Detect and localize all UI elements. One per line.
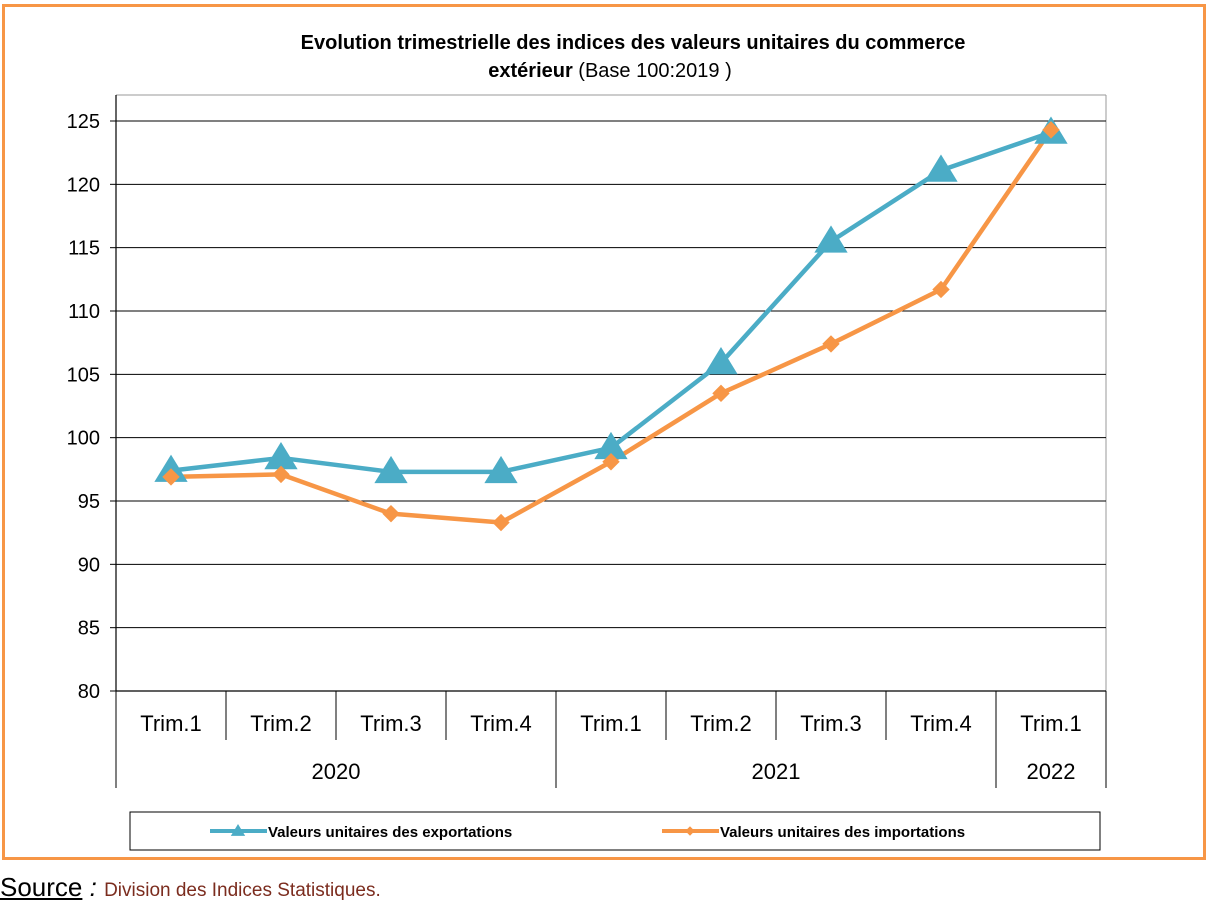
- legend-label: Valeurs unitaires des exportations: [268, 824, 512, 841]
- legend: Valeurs unitaires des exportations Valeur…: [129, 811, 1101, 851]
- category-label: Trim.4: [470, 711, 532, 736]
- imports-point: [602, 453, 620, 471]
- imports-point: [272, 465, 290, 484]
- source-note: Source : Division des Indices Statistiqu…: [0, 872, 381, 903]
- category-label: Trim.2: [250, 711, 312, 736]
- y-tick-label: 110: [68, 301, 100, 323]
- y-tick-label: 90: [78, 554, 100, 576]
- imports-point: [712, 384, 730, 403]
- y-tick-label: 100: [67, 428, 100, 450]
- imports-point: [162, 468, 180, 486]
- y-tick-label: 105: [67, 364, 100, 386]
- axes: 80 85 90 95 100 105 110 115 120 125 Trim.1 Trim.2 Tr…: [67, 95, 1107, 788]
- exports-point: [704, 346, 738, 375]
- exports-point: [264, 441, 298, 470]
- chart-title-line1: Evolution trimestrielle des indices des …: [301, 32, 966, 54]
- exports-point: [374, 455, 408, 484]
- legend-label: Valeurs unitaires des importations: [720, 824, 965, 841]
- year-label: 2020: [312, 759, 361, 784]
- year-label: 2021: [752, 759, 801, 784]
- category-label: Trim.3: [360, 711, 422, 736]
- y-tick-label: 95: [78, 491, 100, 513]
- chart-title-line2: extérieur (Base 100:2019 ): [488, 60, 732, 82]
- category-label: Trim.1: [580, 711, 642, 736]
- imports-point: [822, 335, 840, 353]
- exports-point: [484, 455, 518, 484]
- y-tick-label: 120: [67, 174, 100, 196]
- imports-point: [932, 280, 950, 299]
- source-label: Source: [0, 872, 83, 902]
- imports-point: [492, 513, 510, 532]
- legend-marker: [230, 824, 246, 836]
- legend-box: [129, 811, 1101, 851]
- source-text: Division des Indices Statistiques.: [104, 880, 381, 901]
- category-label: Trim.4: [910, 711, 972, 736]
- category-label: Trim.1: [1020, 711, 1082, 736]
- imports-point: [382, 504, 400, 523]
- exports-point: [924, 154, 958, 182]
- legend-marker: [685, 826, 695, 836]
- imports-point: [1042, 121, 1060, 139]
- category-label: Trim.3: [800, 711, 862, 736]
- year-label: 2022: [1027, 759, 1076, 784]
- exports-point: [814, 225, 848, 253]
- category-label: Trim.2: [690, 711, 752, 736]
- gridlines: [116, 94, 1107, 691]
- y-tick-label: 125: [67, 111, 100, 133]
- series: [154, 116, 1068, 532]
- source-separator: :: [82, 872, 105, 902]
- category-label: Trim.1: [140, 711, 202, 736]
- y-tick-label: 80: [78, 681, 100, 703]
- y-tick-label: 115: [68, 238, 100, 260]
- y-tick-label: 85: [78, 618, 100, 640]
